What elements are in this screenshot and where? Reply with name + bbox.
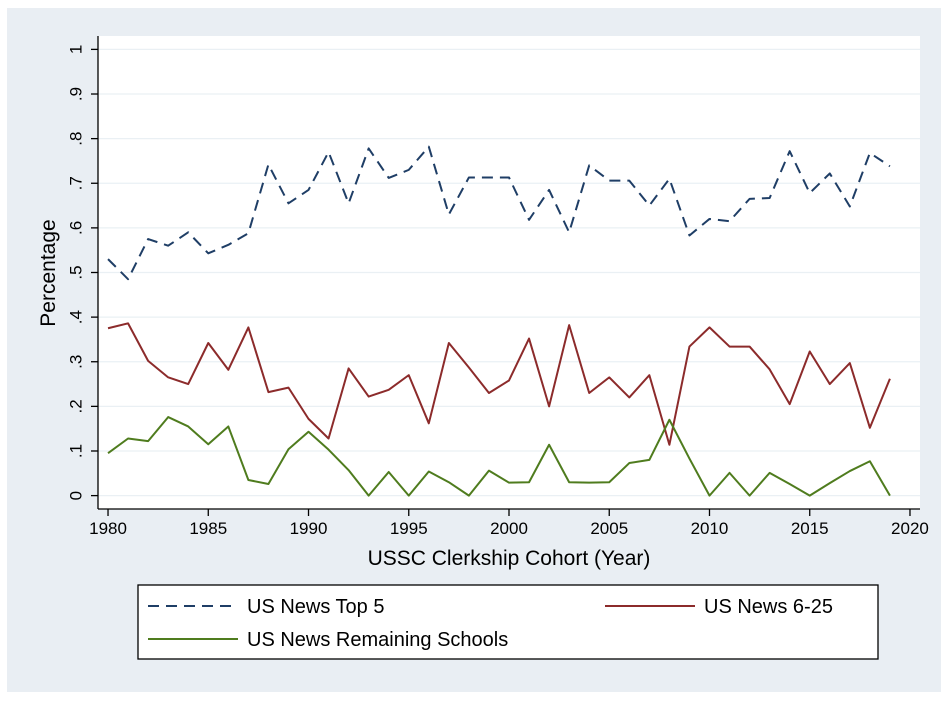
- legend-label-remaining: US News Remaining Schools: [247, 629, 508, 651]
- legend-label-top5: US News Top 5: [247, 596, 384, 618]
- x-tick-label: 2005: [590, 519, 628, 538]
- y-tick-label: 0: [67, 491, 86, 500]
- series-line-us-news-remaining-schools: [107, 416, 891, 497]
- legend-label-6-25: US News 6-25: [704, 596, 833, 618]
- x-axis-title: USSC Clerkship Cohort (Year): [368, 547, 651, 570]
- y-tick-label: .7: [67, 176, 86, 190]
- series-line-us-news-6-25: [107, 322, 891, 446]
- x-tick-label: 2020: [891, 519, 929, 538]
- y-tick-label: 1: [67, 45, 86, 54]
- x-tick-label: 2015: [791, 519, 829, 538]
- y-tick-label: .5: [67, 265, 86, 279]
- x-tick-label: 1985: [189, 519, 227, 538]
- x-tick-label: 2000: [490, 519, 528, 538]
- y-tick-label: .9: [67, 87, 86, 101]
- y-tick-label: .3: [67, 355, 86, 369]
- legend-box: [137, 584, 879, 660]
- y-axis-title: Percentage: [37, 219, 60, 326]
- x-tick-label: 1990: [290, 519, 328, 538]
- y-tick-label: .2: [67, 399, 86, 413]
- x-axis-ticks: 1980 1985 1990 1995 2000 2005 2010 2015 2020: [89, 509, 929, 538]
- y-tick-label: .1: [67, 444, 86, 458]
- series-lines: [107, 145, 891, 497]
- y-tick-label: .6: [67, 221, 86, 235]
- series-line-us-news-top-5: [107, 145, 891, 281]
- x-tick-label: 1980: [89, 519, 127, 538]
- y-tick-label: .8: [67, 132, 86, 146]
- x-tick-label: 2010: [691, 519, 729, 538]
- x-tick-label: 1995: [390, 519, 428, 538]
- y-tick-label: .4: [67, 310, 86, 324]
- y-axis-ticks: 0 .1 .2 .3 .4 .5 .6 .7 .8 .9 1: [67, 45, 98, 500]
- grid-lines: [98, 48, 920, 497]
